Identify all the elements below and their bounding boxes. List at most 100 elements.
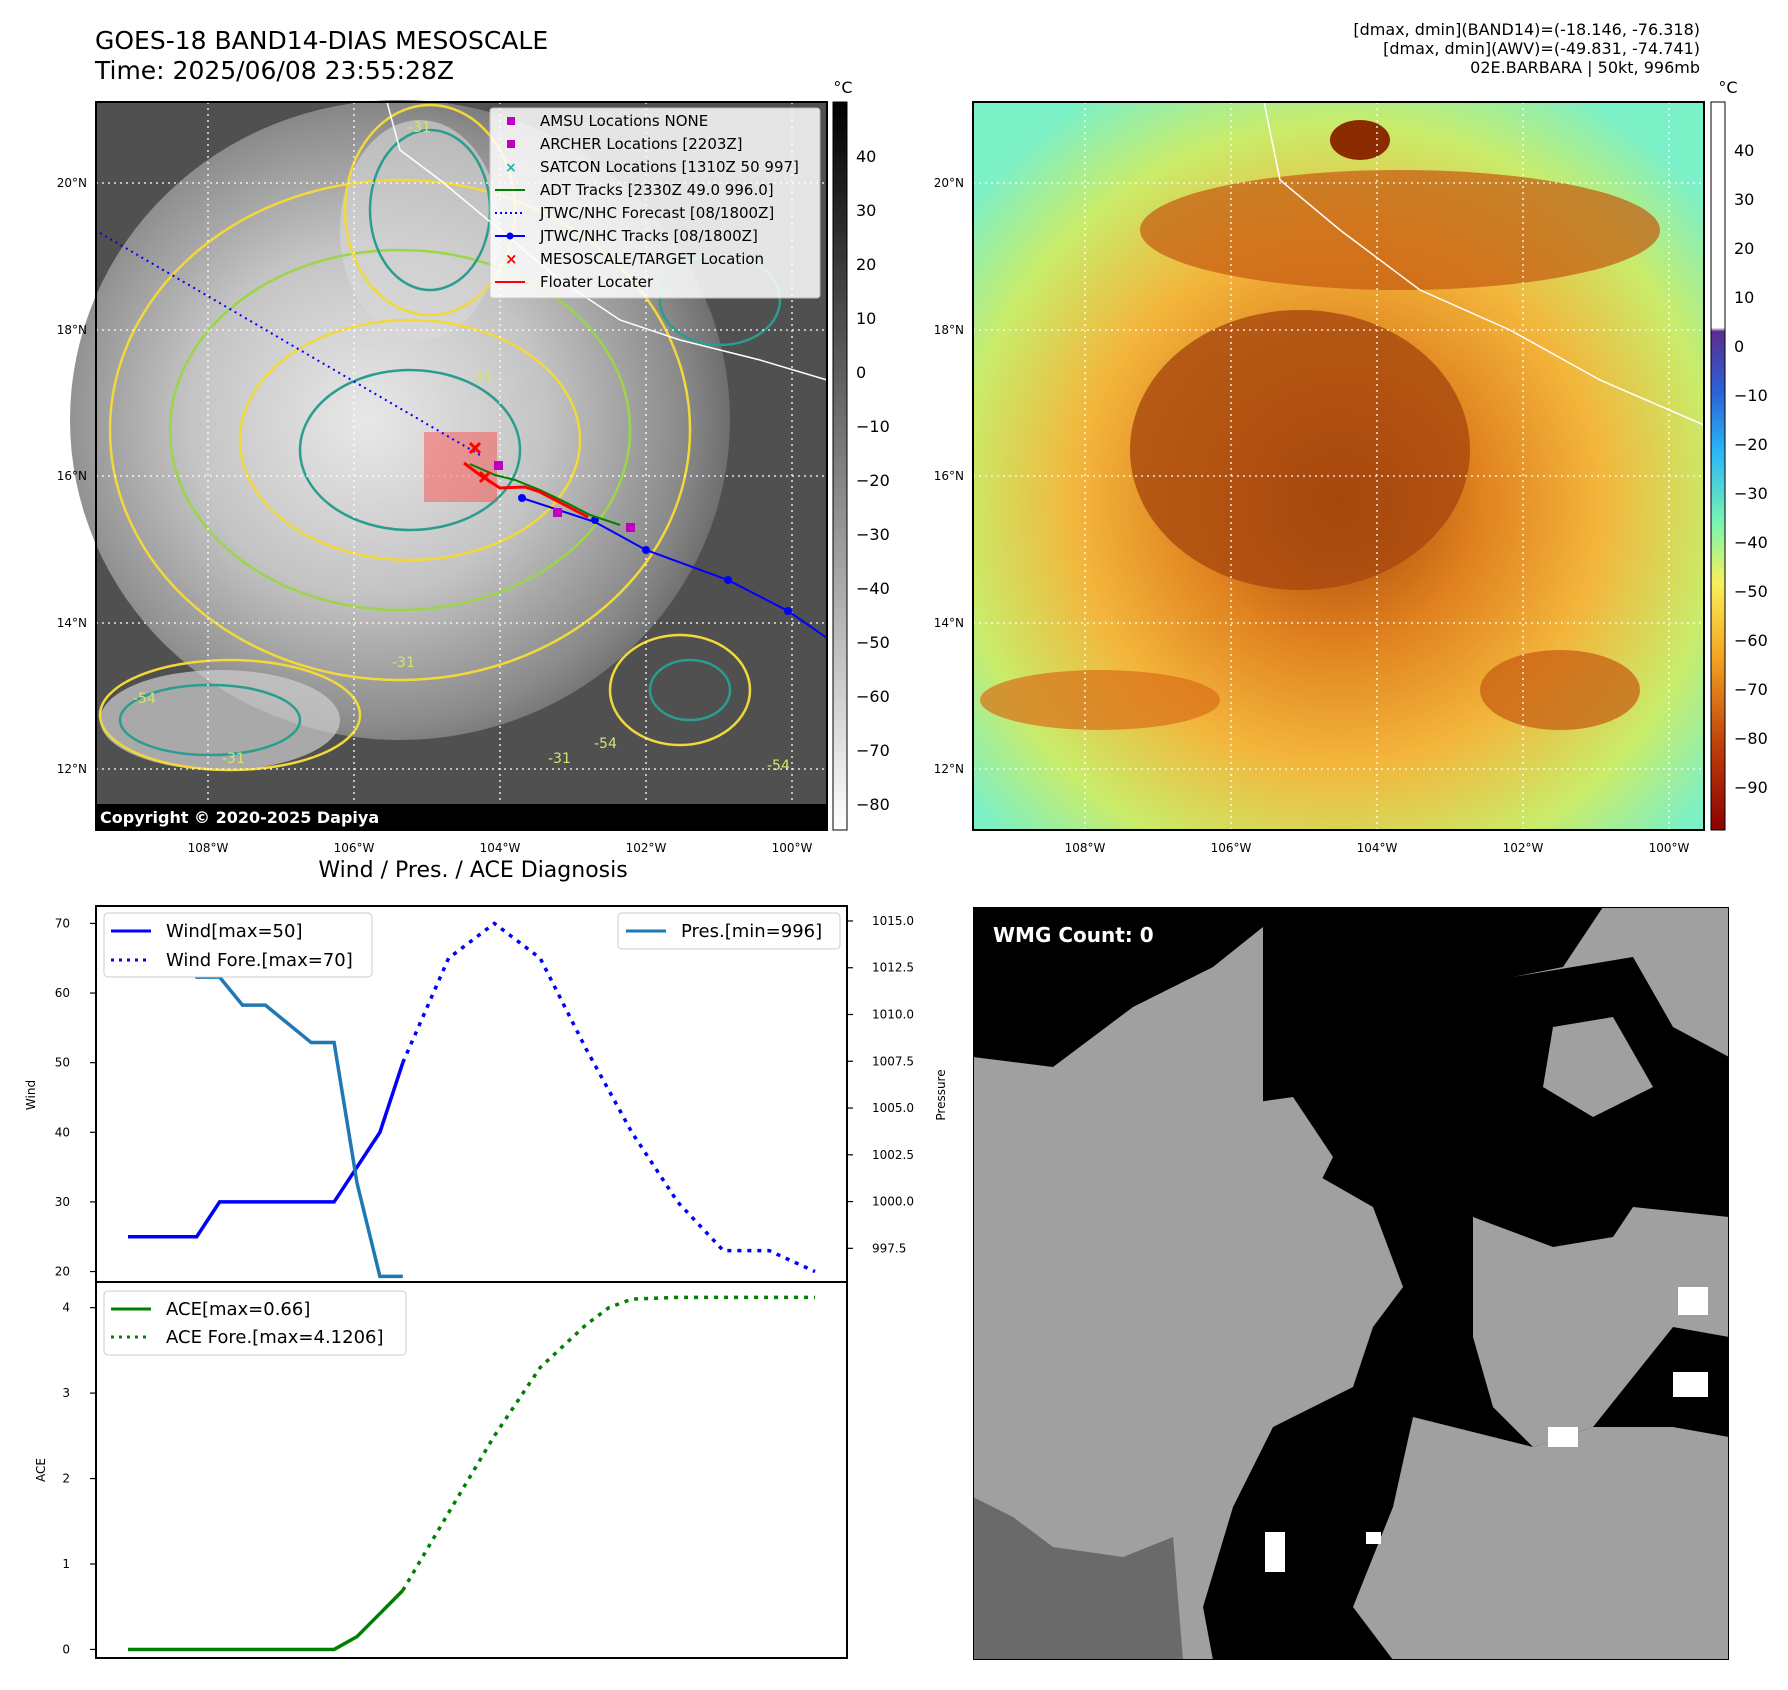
lon-label: 104°W [1357,841,1398,855]
contour-label: -54 [767,758,790,774]
contour-label: -54 [594,736,617,752]
y-tick-label: 40 [55,1125,70,1139]
lat-label: 12°N [57,762,87,776]
legend-marker-x-icon: × [505,250,518,268]
archer-markers [494,461,635,532]
y-tick-label: 70 [55,916,70,930]
wmg-count-label: WMG Count: 0 [993,923,1154,947]
contour-label: -31 [408,120,431,136]
legend-item: JTWC/NHC Tracks [08/1800Z] [539,227,758,245]
lon-label: 108°W [1065,841,1106,855]
info-line-3: 02E.BARBARA | 50kt, 996mb [1470,58,1700,77]
awv-colorbar-ticks: 40 30 20 10 0 −10 −20 −30 −40 −50 −60 −7… [1734,141,1768,797]
contour-label: -31 [222,751,245,767]
legend-item: Wind Fore.[max=70] [166,950,353,971]
legend-marker-square [507,140,515,148]
legend-marker-dot [506,232,514,240]
lon-label: 106°W [1211,841,1252,855]
y-tick-label: 1007.5 [872,1054,914,1068]
lat-label: 18°N [57,323,87,337]
ace-series [127,1295,816,1652]
best-track [521,497,828,639]
y-tick-label: 3 [62,1386,70,1400]
adt-track [469,463,621,526]
ir-lon-labels: 108°W 106°W 104°W 102°W 100°W [188,841,813,855]
cbar-tick: −40 [1734,533,1768,552]
awv-map-frame [972,101,1705,831]
cbar-tick: −20 [856,471,890,490]
cbar-tick: 10 [1734,288,1754,307]
ace-yticks: 4 3 2 1 0 [62,1301,96,1656]
legend-item: ADT Tracks [2330Z 49.0 996.0] [540,181,774,199]
contour-label: -31 [392,655,415,671]
cbar-tick: 30 [856,201,876,220]
awv-lat-labels: 20°N 18°N 16°N 14°N 12°N [934,176,964,776]
series-line [128,1589,405,1652]
cbar-tick: −40 [856,579,890,598]
wmg-white-regions [1265,1287,1708,1572]
diagnosis-title: Wind / Pres. / ACE Diagnosis [318,858,628,883]
awv-band-north [1140,170,1660,290]
y-tick-label: 1005.0 [872,1101,914,1115]
title-line-2: Time: 2025/06/08 23:55:28Z [95,56,454,85]
lat-label: 12°N [934,762,964,776]
legend-item: Wind[max=50] [166,921,303,942]
awv-core [1130,310,1470,590]
y-tick-label: 1002.5 [872,1148,914,1162]
awv-gridlines [973,102,1704,830]
lat-label: 16°N [57,469,87,483]
ir-map-frame [95,101,828,831]
cbar-tick: −10 [856,417,890,436]
lon-label: 106°W [334,841,375,855]
info-line-2: [dmax, dmin](AWV)=(-49.831, -74.741) [1383,39,1700,58]
lat-label: 14°N [57,616,87,630]
wind-ylabel: Wind [24,1080,38,1110]
pressure-yticks: 1015.0 1012.5 1010.0 1007.5 1005.0 1002.5 1000… [847,914,914,1255]
awv-coastline [1263,101,1705,426]
lat-label: 16°N [934,469,964,483]
legend-item: Floater Locater [540,273,654,291]
y-tick-label: 0 [62,1642,70,1656]
ir-legend: AMSU Locations NONE ARCHER Locations [22… [489,107,821,299]
contour-label: -31 [470,370,493,386]
title-line-1: GOES-18 BAND14-DIAS MESOSCALE [95,26,549,55]
ir-colorbar-ticks: 40 30 20 10 0 −10 −20 −30 −40 −50 −60 −7… [856,147,890,814]
copyright-text: Copyright © 2020-2025 Dapiya [100,808,379,827]
cbar-tick: 20 [856,255,876,274]
y-tick-label: 20 [55,1265,70,1279]
legend-item: Pres.[min=996] [681,921,822,942]
lon-label: 104°W [480,841,521,855]
target-markers [468,441,492,484]
cbar-tick: −80 [856,795,890,814]
ir-panel: -31 -31 -31 -54 -31 -31 -54 -54 AMSU Loc… [57,78,1768,855]
pressure-ylabel: Pressure [934,1069,948,1120]
cbar-tick: −60 [856,687,890,706]
cbar-tick: −50 [1734,582,1768,601]
legend-item: JTWC/NHC Forecast [08/1800Z] [539,204,774,222]
cbar-tick: −70 [856,741,890,760]
lon-label: 102°W [626,841,667,855]
y-tick-label: 1012.5 [872,961,914,975]
y-tick-label: 1 [62,1557,70,1571]
lon-label: 100°W [772,841,813,855]
cbar-tick: −30 [856,525,890,544]
cbar-tick: 40 [1734,141,1754,160]
cbar-tick: −90 [1734,778,1768,797]
awv-band-southwest [980,670,1220,730]
legend-item: SATCON Locations [1310Z 50 997] [540,158,799,176]
contour-labels: -31 -31 -31 -54 -31 -31 -54 -54 [133,120,790,774]
cbar-tick: −70 [1734,680,1768,699]
y-tick-label: 1010.0 [872,1007,914,1021]
contour-label: -54 [133,691,156,707]
y-tick-label: 50 [55,1056,70,1070]
figure-title: GOES-18 BAND14-DIAS MESOSCALE Time: 2025… [95,26,548,86]
info-line-1: [dmax, dmin](BAND14)=(-18.146, -76.318) [1353,20,1700,39]
cbar-tick: 30 [1734,190,1754,209]
ir-lat-labels: 20°N 18°N 16°N 14°N 12°N [57,176,87,776]
lat-label: 20°N [934,176,964,190]
storm-info: [dmax, dmin](BAND14)=(-18.146, -76.318) … [1353,20,1700,77]
lon-label: 102°W [1503,841,1544,855]
wmg-darkgrey-regions [973,1497,1183,1660]
y-tick-label: 2 [62,1472,70,1486]
awv-colorbar-unit: °C [1718,78,1737,97]
